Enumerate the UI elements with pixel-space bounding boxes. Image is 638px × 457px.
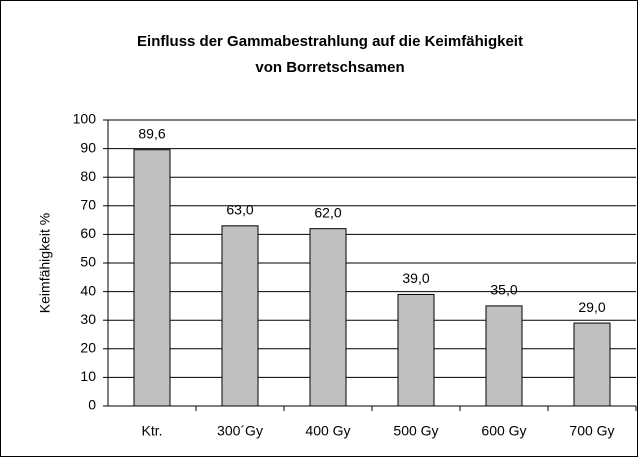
y-tick-label: 100 [73,111,97,127]
bar [133,149,171,407]
value-label: 89,6 [138,125,165,141]
y-tick-label: 50 [80,254,96,270]
y-tick-label: 20 [80,340,96,356]
x-tick-label: 700 Gy [569,423,614,439]
chart-title: von Borretschsamen [255,59,404,76]
bar [573,322,611,407]
value-label: 63,0 [226,202,253,218]
bar [309,228,347,407]
x-tick-label: 400 Gy [305,423,350,439]
y-tick-label: 40 [80,282,96,298]
x-tick-label: 600 Gy [481,423,526,439]
bar [485,305,523,407]
bar [397,293,435,407]
y-tick-label: 30 [80,311,96,327]
y-tick-label: 80 [80,168,96,184]
x-tick-label: 500 Gy [393,423,438,439]
x-tick-label: Ktr. [141,423,162,439]
value-label: 29,0 [578,299,605,315]
y-tick-label: 90 [80,139,96,155]
bar [221,225,259,407]
value-label: 62,0 [314,204,341,220]
value-label: 35,0 [490,282,517,298]
y-axis-label: Keimfähigkeit % [37,213,53,313]
y-tick-label: 0 [88,397,96,413]
y-tick-label: 70 [80,197,96,213]
value-label: 39,0 [402,270,429,286]
chart-title: Einfluss der Gammabestrahlung auf die Ke… [137,33,523,50]
y-tick-label: 60 [80,225,96,241]
y-tick-label: 10 [80,368,96,384]
x-tick-label: 300´Gy [217,423,263,439]
